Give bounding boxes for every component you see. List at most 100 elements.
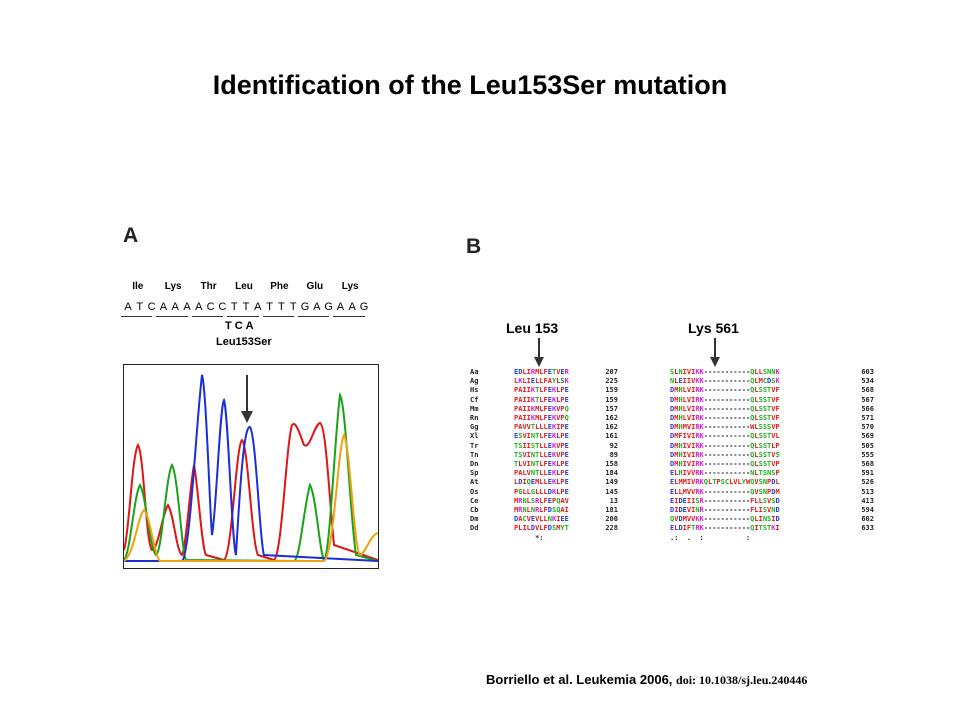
position-number: 13 (609, 496, 618, 505)
trace-a (123, 391, 379, 563)
species-code: Ce (470, 496, 479, 505)
citation-text: Borriello et al. Leukemia 2006, (486, 672, 677, 687)
position-number: 161 (605, 432, 618, 441)
position-number: 159 (605, 395, 618, 404)
species-code: Rn (470, 414, 479, 422)
position-number: 149 (605, 478, 618, 487)
alignment-sequence: MRNLSRLFEPQAV (514, 496, 569, 505)
species-code: Dm (470, 515, 479, 524)
nucleotide: G (359, 301, 369, 313)
alignment-row: Hs PAIIKTLFEKLPE 159 DMHLVIRK-----------QLS… (460, 386, 885, 395)
alignment-row: Xl ESVINTLFEKLPE 161 DMFIVIRK-----------QLS… (460, 432, 885, 441)
position-number: 534 (861, 377, 874, 386)
nucleotide: T (230, 301, 238, 313)
position-number: 513 (861, 487, 874, 496)
sequencing-chromatogram (123, 364, 379, 569)
position-number: 603 (861, 368, 874, 376)
position-number: 89 (609, 450, 618, 459)
position-number: 92 (609, 441, 618, 450)
codon-underline (262, 316, 294, 317)
position-number: 567 (861, 395, 874, 404)
nucleotide: T (242, 301, 250, 313)
trace-c (124, 374, 379, 562)
lys561-arrow-icon (710, 338, 720, 367)
alignment-row: Mm PAIIKMLFEKVPQ 157 DMHLVIRK-----------QLS… (460, 405, 885, 414)
alignment-sequence: PAIIKTLFEKLPE (514, 386, 569, 395)
alignment-sequence: DMHIVIRK-----------QLSSTLP (670, 441, 780, 450)
sequence-alignment: Aa EDLIRMLFETVER 207 SLNIVIKK-----------QLL… (460, 368, 885, 568)
nucleotide: A (313, 301, 321, 313)
amino-acid-label: Ile (132, 281, 144, 292)
alignment-sequence: ELLMVVRK-----------QVSNPDM (670, 487, 780, 496)
alignment-sequence: NLEIIVKK-----------QLMCDSK (670, 377, 780, 386)
chromatogram-traces (123, 374, 379, 563)
codon-underline (191, 316, 224, 317)
alignment-sequence: TSVINTLLEKVPE (514, 450, 569, 459)
alignment-sequence: EDLIRMLFETVER (514, 368, 569, 376)
alignment-row: Rn PAIIKMLFEKVPQ 162 DMHLVIRK-----------QLS… (460, 414, 885, 423)
alignment-sequence: SLNIVIKK-----------QLLSNNK (670, 368, 780, 376)
alignment-row: Dm DACVEVLLNKIEE 200 QVDMVVKK-----------QLI… (460, 515, 885, 524)
codon-underline (298, 316, 330, 317)
nucleotide: C (206, 301, 215, 313)
trace-g (123, 433, 379, 562)
position-number: 505 (861, 441, 874, 450)
alignment-sequence: PAVVTLLLEKIPE (514, 423, 569, 432)
consensus-right: .: . : : (670, 533, 751, 542)
amino-acid-label: Leu (235, 281, 253, 292)
species-code: Tr (470, 441, 479, 450)
species-code: Dn (470, 460, 479, 468)
alignment-sequence: DMHLVIRK-----------QLSSTVF (670, 386, 780, 395)
nucleotide: A (183, 301, 191, 313)
alignment-sequence: ELHIVVRK-----------NLTSNSP (670, 469, 780, 478)
alignment-row: Cf PAIIKTLFEKLPE 159 DMHLVIRK-----------QLS… (460, 396, 885, 405)
alignment-sequence: DMFIVIRK-----------QLSSTVL (670, 432, 780, 441)
citation: Borriello et al. Leukemia 2006, doi: 10.… (486, 672, 807, 688)
alignment-sequence: DMHLVIRK-----------QLSSTVF (670, 404, 780, 413)
amino-acid-label: Phe (270, 281, 289, 292)
position-number: 159 (605, 386, 618, 395)
consensus-row: *: .: . : : (460, 534, 885, 543)
alignment-row: Dd PLILDVLFDSMYT 228 ELDIFTRK-----------QIT… (460, 524, 885, 533)
alignment-sequence: PAIIKMLFEKVPQ (514, 414, 569, 422)
position-number: 571 (861, 414, 874, 422)
alignment-row: Cb MRNLNRLFDSQAI 181 DIDEVINR-----------FLI… (460, 506, 885, 515)
species-code: Cb (470, 506, 479, 514)
alignment-sequence: DMHLVIRK-----------QLSSTVF (670, 395, 780, 404)
alignment-row: Dn TLVINTLFEKLPE 158 DMHIVIRK-----------QLS… (460, 460, 885, 469)
trace-t (123, 421, 379, 562)
alignment-sequence: DMHIVIRK-----------QLSSTVP (670, 460, 780, 468)
alignment-sequence: DIDEVINR-----------FLISVND (670, 506, 780, 514)
alignment-sequence: LKLIELLFAYLSK (514, 377, 569, 386)
alignment-sequence: TLVINTLFEKLPE (514, 460, 569, 468)
leu153-title: Leu 153 (506, 320, 559, 336)
amino-acid-label: Lys (164, 281, 182, 292)
species-code: At (470, 478, 479, 487)
species-code: Aa (470, 368, 479, 376)
species-code: Gg (470, 423, 479, 432)
position-number: 633 (861, 524, 874, 533)
codon-underline (227, 316, 259, 317)
alignment-sequence: PGLLGLLLDKLPE (514, 487, 569, 496)
species-code: Tn (470, 450, 479, 459)
species-code: Sp (470, 469, 479, 478)
position-number: 162 (605, 423, 618, 432)
alignment-sequence: MRNLNRLFDSQAI (514, 506, 569, 514)
position-number: 207 (605, 368, 618, 376)
panel-a-label: A (123, 224, 139, 247)
amino-acid-row: Ile Lys Thr Leu Phe Glu Lys (122, 281, 372, 295)
page-title: Identification of the Leu153Ser mutation (212, 70, 728, 100)
position-number: 181 (605, 506, 618, 514)
alignment-row: Tn TSVINTLLEKVPE 89 DMHIVIRK-----------QLSS… (460, 451, 885, 460)
alignment-sequence: PAIIKTLFEKLPE (514, 395, 569, 404)
nucleotide: A (195, 301, 203, 313)
nucleotide: G (324, 301, 333, 313)
consensus-left: *: (514, 533, 544, 542)
alignment-row: Ce MRNLSRLFEPQAV 13 EIDEIISR-----------FLLS… (460, 497, 885, 506)
nucleotide: A (336, 301, 345, 313)
alignment-sequence: DMHIVIRK-----------QLSSTVS (670, 450, 780, 459)
nucleotide: T (136, 301, 144, 313)
position-number: 225 (605, 377, 618, 386)
leu153-arrow-icon (534, 338, 544, 367)
